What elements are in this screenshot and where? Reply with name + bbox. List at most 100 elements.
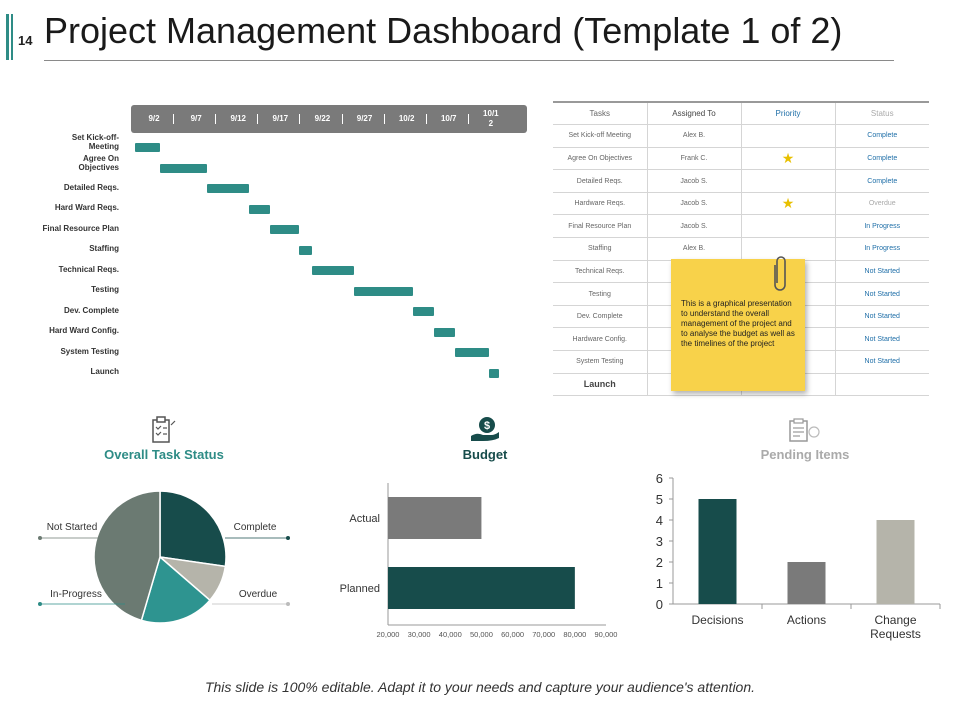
table-row: Detailed Reqs. Jacob S. Complete xyxy=(553,169,929,193)
gantt-date-label: 9/7 xyxy=(190,114,202,123)
table-cell: Overdue xyxy=(835,192,929,216)
table-row: Agree On Objectives Frank C. ★ Complete xyxy=(553,147,929,171)
budget-title: Budget xyxy=(462,447,508,462)
table-cell: Complete xyxy=(835,169,929,193)
gantt-date-label: 10/2 xyxy=(398,114,415,123)
gantt-task-label: Detailed Reqs. xyxy=(63,182,119,192)
gantt-date-separator xyxy=(173,114,175,124)
gantt-date-label: 9/2 xyxy=(148,114,160,123)
task-status-title: Overall Task Status xyxy=(104,447,224,462)
gantt-date-label: 9/12 xyxy=(230,114,247,123)
gantt-date-separator xyxy=(299,114,301,124)
gantt-bar xyxy=(248,204,270,214)
budget-bar xyxy=(388,567,575,609)
budget-bar xyxy=(388,497,482,539)
y-tick-label: 1 xyxy=(656,576,663,591)
gantt-date-header: 9/2 9/7 9/12 9/17 9/22 9/27 10/2 10/7 10/1 2 xyxy=(131,105,527,133)
x-tick-label: 50,000 xyxy=(470,630,493,639)
table-cell xyxy=(741,124,836,148)
gantt-bar xyxy=(269,225,300,234)
gantt-date-separator xyxy=(383,114,385,124)
paperclip-icon xyxy=(774,256,786,291)
gantt-task-label: Set Kick-off- Meeting xyxy=(71,133,119,151)
table-cell: Alex B. xyxy=(647,124,742,148)
table-cell: Agree On Objectives xyxy=(553,147,648,171)
table-cell: Complete xyxy=(835,147,929,171)
gantt-bar xyxy=(135,143,161,152)
x-category-label: Actions xyxy=(787,613,826,627)
page-title: Project Management Dashboard (Template 1… xyxy=(44,10,843,51)
gantt-bar xyxy=(160,163,207,173)
table-cell: Not Started xyxy=(835,260,929,284)
table-cell: Frank C. xyxy=(647,147,742,171)
gantt-bar xyxy=(433,327,455,337)
gantt-task-label: System Testing xyxy=(60,346,119,356)
title-accent-bar xyxy=(6,14,9,60)
table-cell: Staffing xyxy=(553,237,648,261)
pie-slice xyxy=(140,555,211,624)
x-tick-label: 90,000 xyxy=(595,630,618,639)
gantt-date-separator xyxy=(341,114,343,124)
pie-slice xyxy=(93,490,161,622)
x-category-label: Decisions xyxy=(691,613,743,627)
table-header-cell: Assigned To xyxy=(647,101,742,126)
table-row: System Testing Not Started xyxy=(553,350,929,374)
table-cell: Not Started xyxy=(835,282,929,306)
gantt-task-label: Testing xyxy=(91,285,119,294)
pending-items-bar-chart: 0 1 2 3 4 5 6 Decisions Actions Change Requests xyxy=(656,471,941,641)
x-tick-label: 20,000 xyxy=(377,630,400,639)
table-cell: Complete xyxy=(835,124,929,148)
gantt-bar xyxy=(353,286,413,296)
gantt-bar xyxy=(311,266,354,275)
gantt-task-label: Final Resource Plan xyxy=(42,223,119,233)
pie-label: Not Started xyxy=(47,522,98,533)
x-tick-label: 30,000 xyxy=(408,630,431,639)
gantt-date-separator xyxy=(467,114,469,124)
table-cell xyxy=(741,169,836,193)
pie-leader-dot xyxy=(38,602,42,606)
table-row: Staffing Alex B. In Progress xyxy=(553,237,929,261)
table-cell: Jacob S. xyxy=(647,214,742,239)
pending-bar xyxy=(698,499,737,604)
note-text: This is a graphical presentation to unde… xyxy=(681,299,795,348)
table-cell: Hardware Config. xyxy=(553,327,648,352)
y-tick-label: 6 xyxy=(656,471,663,486)
gantt-task-label: Hard Ward Reqs. xyxy=(54,203,119,212)
gantt-date-separator xyxy=(257,114,259,124)
title-accent-bar xyxy=(11,14,13,60)
table-cell: Final Resource Plan xyxy=(553,214,648,239)
priority-star-icon: ★ xyxy=(741,147,836,171)
gantt-date-label: 9/22 xyxy=(314,114,331,123)
table-cell xyxy=(741,237,836,261)
table-cell: Launch xyxy=(553,373,648,397)
gantt-date-label: 10/7 xyxy=(440,114,457,123)
y-tick-label: 5 xyxy=(656,492,663,507)
pie-label: Overdue xyxy=(239,589,278,600)
gantt-bar xyxy=(488,368,500,378)
gantt-date-separator xyxy=(215,114,217,124)
gantt-date-label: 9/27 xyxy=(356,114,373,123)
gantt-bar xyxy=(299,245,312,255)
pie-label: In-Progress xyxy=(50,589,102,600)
table-cell xyxy=(741,214,836,239)
money-hand-icon: $ xyxy=(471,417,499,441)
gantt-task-label: Launch xyxy=(90,367,119,376)
table-cell: In Progress xyxy=(835,214,929,239)
y-tick-label: 0 xyxy=(656,597,663,612)
table-header-cell: Tasks xyxy=(553,101,648,126)
table-cell: Detailed Reqs. xyxy=(553,169,648,193)
svg-text:$: $ xyxy=(484,420,490,432)
table-header-cell: Status xyxy=(835,101,929,126)
pending-items-title: Pending Items xyxy=(760,447,850,462)
table-cell: Testing xyxy=(553,282,648,306)
table-cell: Set Kick-off Meeting xyxy=(553,124,648,148)
gantt-bar xyxy=(206,184,249,193)
priority-star-icon: ★ xyxy=(741,192,836,216)
gantt-task-label: Dev. Complete xyxy=(64,305,119,315)
x-category-label: Change Requests xyxy=(870,613,921,641)
table-cell: Jacob S. xyxy=(647,192,742,216)
slide-number: 14 xyxy=(18,33,33,48)
table-cell: Hardware Reqs. xyxy=(553,192,648,216)
table-row: Hardware Reqs. Jacob S. ★ Overdue xyxy=(553,192,929,216)
gantt-date-separator xyxy=(425,114,427,124)
